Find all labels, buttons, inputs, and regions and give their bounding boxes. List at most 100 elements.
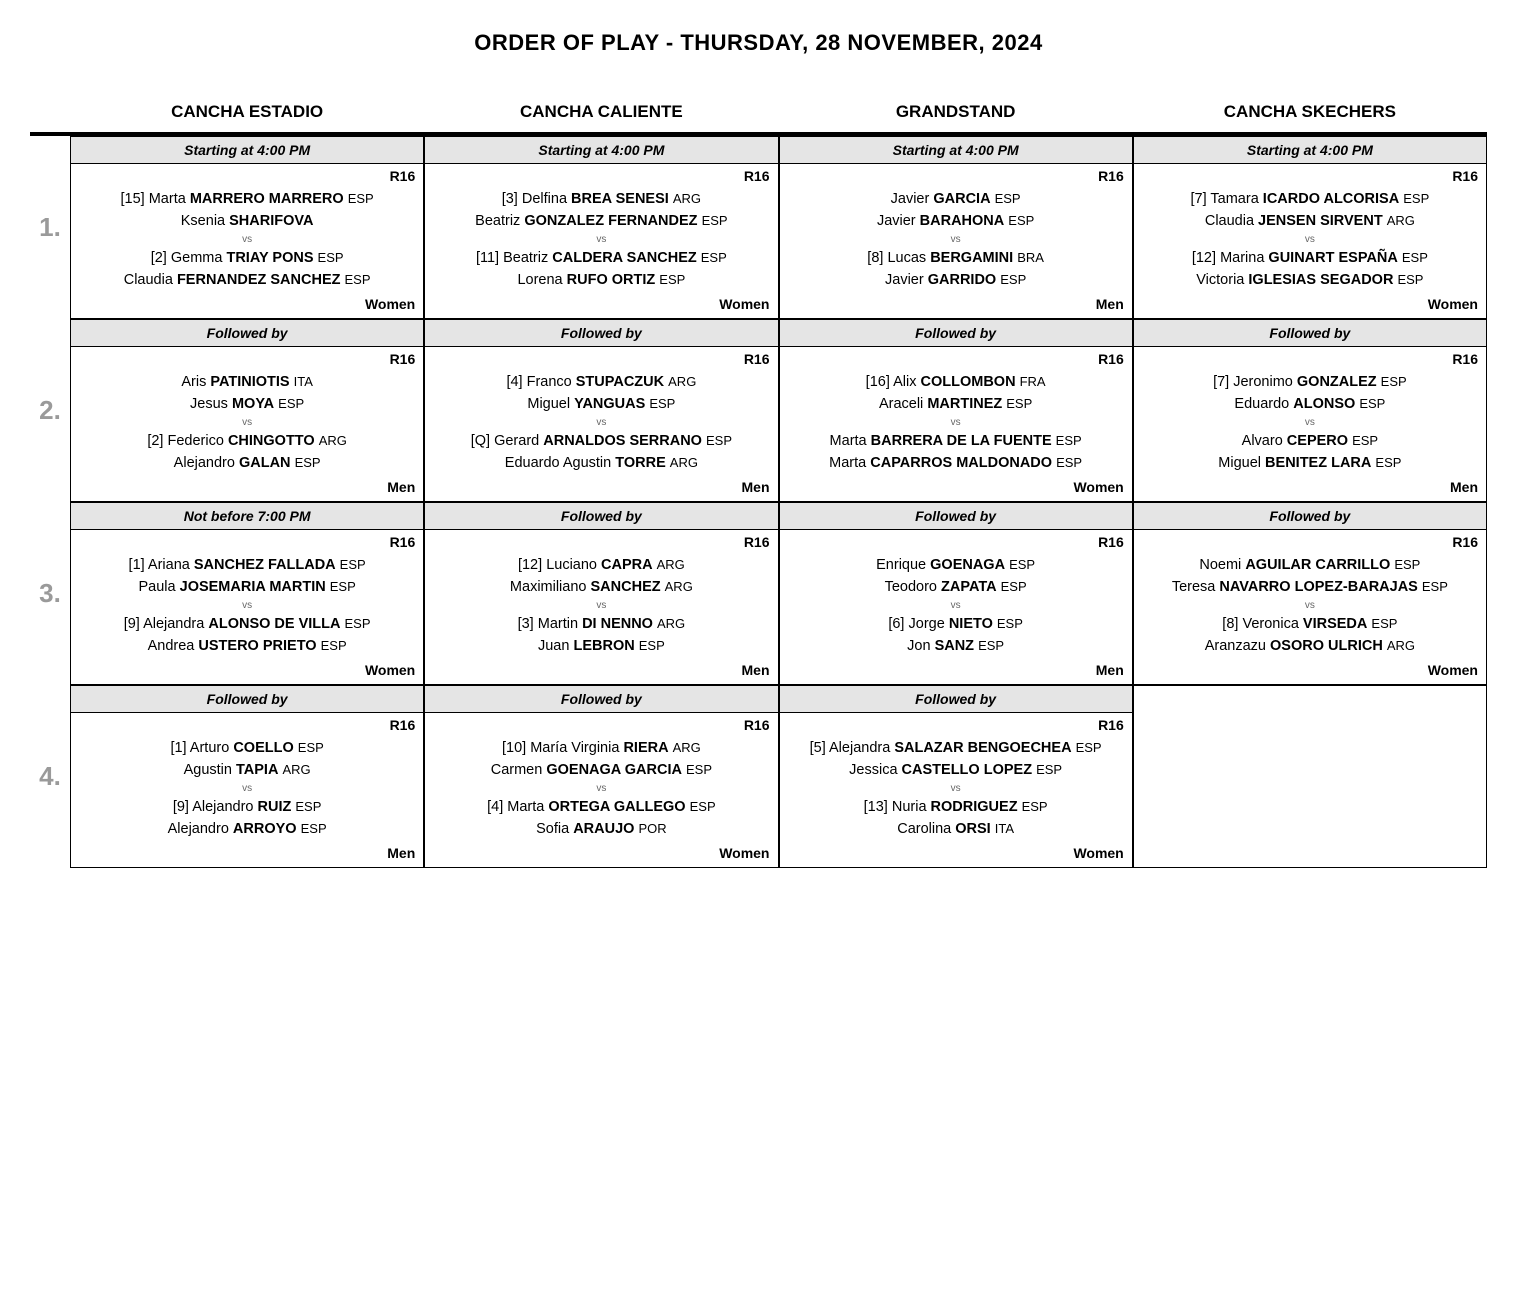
- match-cell: Starting at 4:00 PMR16Javier GARCIA ESPJ…: [779, 136, 1133, 319]
- round-tag: R16: [425, 164, 777, 186]
- court-header: CANCHA ESTADIO: [70, 96, 424, 136]
- round-tag: R16: [780, 164, 1132, 186]
- team-2: [6] Jorge NIETO ESPJon SANZ ESP: [786, 613, 1126, 658]
- players-block: [1] Arturo COELLO ESPAgustin TAPIA ARGvs…: [71, 735, 423, 843]
- category-label: Men: [425, 660, 777, 684]
- players-block: Enrique GOENAGA ESPTeodoro ZAPATA ESPvs[…: [780, 552, 1132, 660]
- team-1: [3] Delfina BREA SENESI ARGBeatriz GONZA…: [431, 188, 771, 233]
- team-2: [11] Beatriz CALDERA SANCHEZ ESPLorena R…: [431, 247, 771, 292]
- time-bar: Followed by: [71, 320, 423, 347]
- player-line: [4] Marta ORTEGA GALLEGO ESP: [431, 796, 771, 818]
- team-1: Aris PATINIOTIS ITAJesus MOYA ESP: [77, 371, 417, 416]
- match-cell: Followed byR16[12] Luciano CAPRA ARGMaxi…: [424, 502, 778, 685]
- player-line: [9] Alejandro RUIZ ESP: [77, 796, 417, 818]
- player-line: Juan LEBRON ESP: [431, 635, 771, 657]
- team-2: [9] Alejandra ALONSO DE VILLA ESPAndrea …: [77, 613, 417, 658]
- player-line: Teresa NAVARRO LOPEZ-BARAJAS ESP: [1140, 576, 1480, 598]
- player-line: Jessica CASTELLO LOPEZ ESP: [786, 759, 1126, 781]
- players-block: [1] Ariana SANCHEZ FALLADA ESPPaula JOSE…: [71, 552, 423, 660]
- player-line: Carolina ORSI ITA: [786, 818, 1126, 840]
- player-line: Miguel BENITEZ LARA ESP: [1140, 452, 1480, 474]
- time-bar: Not before 7:00 PM: [71, 503, 423, 530]
- vs-label: vs: [1140, 233, 1480, 247]
- vs-label: vs: [786, 599, 1126, 613]
- team-2: Marta BARRERA DE LA FUENTE ESPMarta CAPA…: [786, 430, 1126, 475]
- player-line: [8] Veronica VIRSEDA ESP: [1140, 613, 1480, 635]
- player-line: [12] Luciano CAPRA ARG: [431, 554, 771, 576]
- players-block: [4] Franco STUPACZUK ARGMiguel YANGUAS E…: [425, 369, 777, 477]
- player-line: Eduardo Agustin TORRE ARG: [431, 452, 771, 474]
- match-cell: Followed byR16[16] Alix COLLOMBON FRAAra…: [779, 319, 1133, 502]
- round-tag: R16: [71, 164, 423, 186]
- round-tag: R16: [780, 530, 1132, 552]
- players-block: Noemi AGUILAR CARRILLO ESPTeresa NAVARRO…: [1134, 552, 1486, 660]
- round-tag: R16: [425, 530, 777, 552]
- player-line: Marta BARRERA DE LA FUENTE ESP: [786, 430, 1126, 452]
- vs-label: vs: [786, 416, 1126, 430]
- time-bar: Followed by: [780, 320, 1132, 347]
- team-1: [7] Tamara ICARDO ALCORISA ESPClaudia JE…: [1140, 188, 1480, 233]
- row-number: 4.: [30, 685, 70, 868]
- empty-cell: [1133, 685, 1487, 868]
- player-line: Sofia ARAUJO POR: [431, 818, 771, 840]
- team-1: [16] Alix COLLOMBON FRAAraceli MARTINEZ …: [786, 371, 1126, 416]
- category-label: Men: [780, 660, 1132, 684]
- time-bar: Starting at 4:00 PM: [425, 137, 777, 164]
- player-line: Ksenia SHARIFOVA: [77, 210, 417, 232]
- player-line: Eduardo ALONSO ESP: [1140, 393, 1480, 415]
- player-line: Aris PATINIOTIS ITA: [77, 371, 417, 393]
- vs-label: vs: [431, 782, 771, 796]
- row-number: 1.: [30, 136, 70, 319]
- player-line: [16] Alix COLLOMBON FRA: [786, 371, 1126, 393]
- time-bar: Followed by: [425, 320, 777, 347]
- header-blank: [30, 96, 70, 136]
- player-line: Claudia FERNANDEZ SANCHEZ ESP: [77, 269, 417, 291]
- player-line: Javier GARRIDO ESP: [786, 269, 1126, 291]
- players-block: [10] María Virginia RIERA ARGCarmen GOEN…: [425, 735, 777, 843]
- player-line: Paula JOSEMARIA MARTIN ESP: [77, 576, 417, 598]
- round-tag: R16: [425, 713, 777, 735]
- team-1: [15] Marta MARRERO MARRERO ESPKsenia SHA…: [77, 188, 417, 233]
- row-number: 3.: [30, 502, 70, 685]
- team-2: [2] Gemma TRIAY PONS ESPClaudia FERNANDE…: [77, 247, 417, 292]
- category-label: Women: [780, 477, 1132, 501]
- players-block: [15] Marta MARRERO MARRERO ESPKsenia SHA…: [71, 186, 423, 294]
- player-line: [6] Jorge NIETO ESP: [786, 613, 1126, 635]
- time-bar: Starting at 4:00 PM: [71, 137, 423, 164]
- team-2: Alvaro CEPERO ESPMiguel BENITEZ LARA ESP: [1140, 430, 1480, 475]
- vs-label: vs: [77, 782, 417, 796]
- team-1: [10] María Virginia RIERA ARGCarmen GOEN…: [431, 737, 771, 782]
- time-bar: Followed by: [1134, 503, 1486, 530]
- category-label: Women: [425, 294, 777, 318]
- vs-label: vs: [786, 233, 1126, 247]
- player-line: [9] Alejandra ALONSO DE VILLA ESP: [77, 613, 417, 635]
- player-line: [10] María Virginia RIERA ARG: [431, 737, 771, 759]
- time-bar: Followed by: [71, 686, 423, 713]
- category-label: Men: [780, 294, 1132, 318]
- player-line: [7] Tamara ICARDO ALCORISA ESP: [1140, 188, 1480, 210]
- round-tag: R16: [71, 347, 423, 369]
- player-line: Andrea USTERO PRIETO ESP: [77, 635, 417, 657]
- time-bar: Followed by: [780, 686, 1132, 713]
- team-1: Enrique GOENAGA ESPTeodoro ZAPATA ESP: [786, 554, 1126, 599]
- player-line: Carmen GOENAGA GARCIA ESP: [431, 759, 771, 781]
- player-line: [8] Lucas BERGAMINI BRA: [786, 247, 1126, 269]
- time-bar: Followed by: [780, 503, 1132, 530]
- player-line: Lorena RUFO ORTIZ ESP: [431, 269, 771, 291]
- match-cell: Starting at 4:00 PMR16[3] Delfina BREA S…: [424, 136, 778, 319]
- player-line: Alejandro GALAN ESP: [77, 452, 417, 474]
- row-number: 2.: [30, 319, 70, 502]
- time-bar: Followed by: [425, 503, 777, 530]
- player-line: [5] Alejandra SALAZAR BENGOECHEA ESP: [786, 737, 1126, 759]
- category-label: Men: [71, 843, 423, 867]
- category-label: Women: [71, 660, 423, 684]
- category-label: Women: [425, 843, 777, 867]
- players-block: [5] Alejandra SALAZAR BENGOECHEA ESPJess…: [780, 735, 1132, 843]
- round-tag: R16: [1134, 164, 1486, 186]
- round-tag: R16: [71, 530, 423, 552]
- player-line: Teodoro ZAPATA ESP: [786, 576, 1126, 598]
- player-line: [7] Jeronimo GONZALEZ ESP: [1140, 371, 1480, 393]
- player-line: [3] Martin DI NENNO ARG: [431, 613, 771, 635]
- player-line: [15] Marta MARRERO MARRERO ESP: [77, 188, 417, 210]
- player-line: [Q] Gerard ARNALDOS SERRANO ESP: [431, 430, 771, 452]
